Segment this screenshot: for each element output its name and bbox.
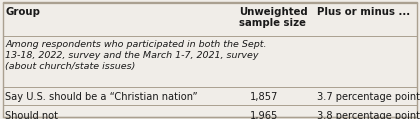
- Text: 3.8 percentage points: 3.8 percentage points: [317, 111, 420, 119]
- Text: 3.7 percentage points: 3.7 percentage points: [317, 92, 420, 102]
- Text: 1,857: 1,857: [250, 92, 278, 102]
- Text: Group: Group: [5, 7, 40, 17]
- Text: Plus or minus ...: Plus or minus ...: [317, 7, 410, 17]
- Text: Among respondents who participated in both the Sept.
13-18, 2022, survey and the: Among respondents who participated in bo…: [5, 40, 267, 71]
- Text: Say U.S. should be a “Christian nation”: Say U.S. should be a “Christian nation”: [5, 92, 198, 102]
- Text: Should not: Should not: [5, 111, 58, 119]
- Text: Unweighted
sample size: Unweighted sample size: [239, 7, 308, 28]
- FancyBboxPatch shape: [3, 2, 417, 117]
- Text: 1,965: 1,965: [250, 111, 278, 119]
